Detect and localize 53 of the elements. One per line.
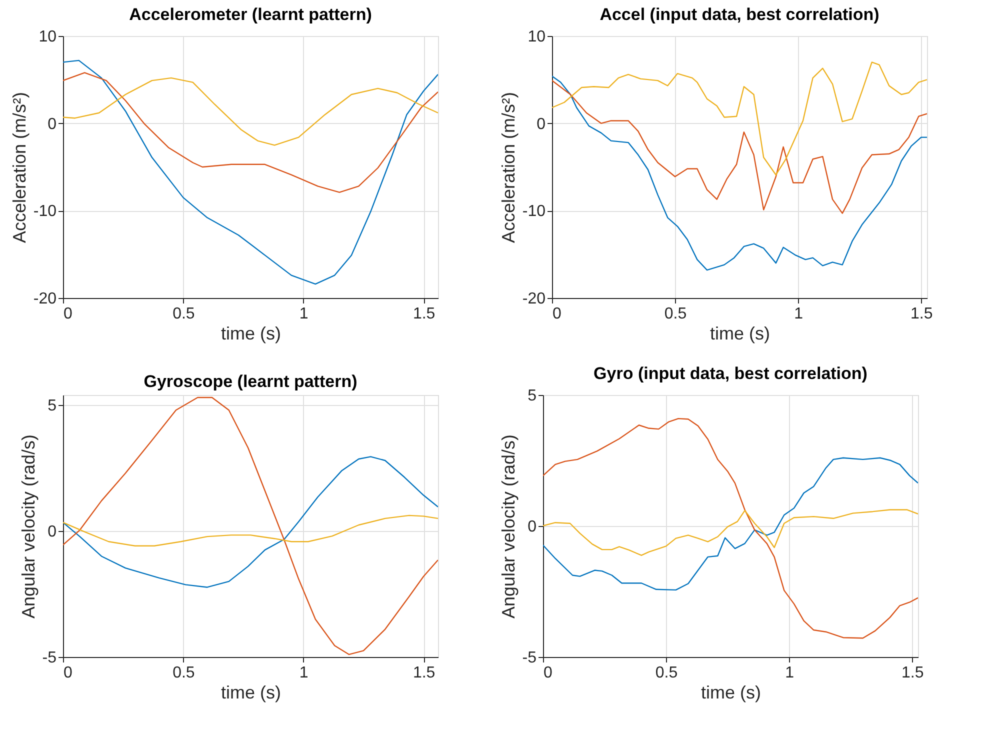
x-tick-label: 1 xyxy=(299,664,308,682)
x-tick-label: 0.5 xyxy=(655,664,678,682)
line-series xyxy=(552,62,927,176)
x-tick-label: 0 xyxy=(64,306,72,322)
y-tick-label: 10 xyxy=(528,28,546,46)
line-series xyxy=(63,60,438,285)
y-tick-label: -20 xyxy=(522,290,546,308)
line-series xyxy=(63,72,438,193)
y-tick-label: 10 xyxy=(38,28,57,46)
line-series xyxy=(543,509,918,556)
x-tick-label: 1 xyxy=(794,306,804,322)
y-tick-label: 0 xyxy=(48,116,57,133)
y-tick-label: 5 xyxy=(528,388,537,404)
x-tick-label: 0.5 xyxy=(664,306,687,322)
y-axis-title: Angular velocity (rad/s) xyxy=(18,434,38,619)
line-series xyxy=(552,80,927,214)
x-tick-label: 0 xyxy=(552,306,562,322)
x-tick-label: 1.5 xyxy=(910,306,933,322)
y-tick-label: 0 xyxy=(528,518,537,536)
y-tick-label: 5 xyxy=(48,398,57,415)
x-axis-title: time (s) xyxy=(221,682,281,702)
x-tick-label: 0 xyxy=(64,664,72,682)
y-tick-label: -20 xyxy=(33,290,57,308)
line-series xyxy=(543,457,918,591)
line-series xyxy=(552,76,927,271)
chart-title: Gyroscope (learnt pattern) xyxy=(144,372,358,391)
x-axis-title: time (s) xyxy=(221,324,281,344)
line-series xyxy=(543,418,918,639)
chart-title: Accelerometer (learnt pattern) xyxy=(129,5,372,24)
x-tick-label: 0.5 xyxy=(172,306,195,322)
y-axis-title: Acceleration (m/s²) xyxy=(498,92,518,244)
x-axis-title: time (s) xyxy=(710,324,770,344)
chart-title: Gyro (input data, best correlation) xyxy=(594,364,868,383)
y-tick-label: 0 xyxy=(48,524,57,541)
line-series xyxy=(63,77,438,146)
y-tick-label: -5 xyxy=(42,650,57,666)
x-tick-label: 1 xyxy=(785,664,794,682)
x-tick-label: 1.5 xyxy=(412,664,436,682)
line-series xyxy=(63,456,438,588)
y-tick-label: 0 xyxy=(536,116,546,133)
x-tick-label: 0.5 xyxy=(172,664,195,682)
y-tick-label: -10 xyxy=(522,203,546,220)
line-series xyxy=(63,514,438,546)
chart-title: Accel (input data, best correlation) xyxy=(600,5,880,24)
x-tick-label: 1 xyxy=(299,306,308,322)
y-tick-label: -5 xyxy=(522,650,537,666)
line-series xyxy=(63,396,438,656)
y-axis-title: Angular velocity (rad/s) xyxy=(498,434,518,619)
y-axis-title: Acceleration (m/s²) xyxy=(9,92,30,244)
y-tick-label: -10 xyxy=(33,203,57,220)
x-tick-label: 1.5 xyxy=(412,306,436,322)
x-tick-label: 1.5 xyxy=(901,664,924,682)
x-axis-title: time (s) xyxy=(701,682,761,702)
